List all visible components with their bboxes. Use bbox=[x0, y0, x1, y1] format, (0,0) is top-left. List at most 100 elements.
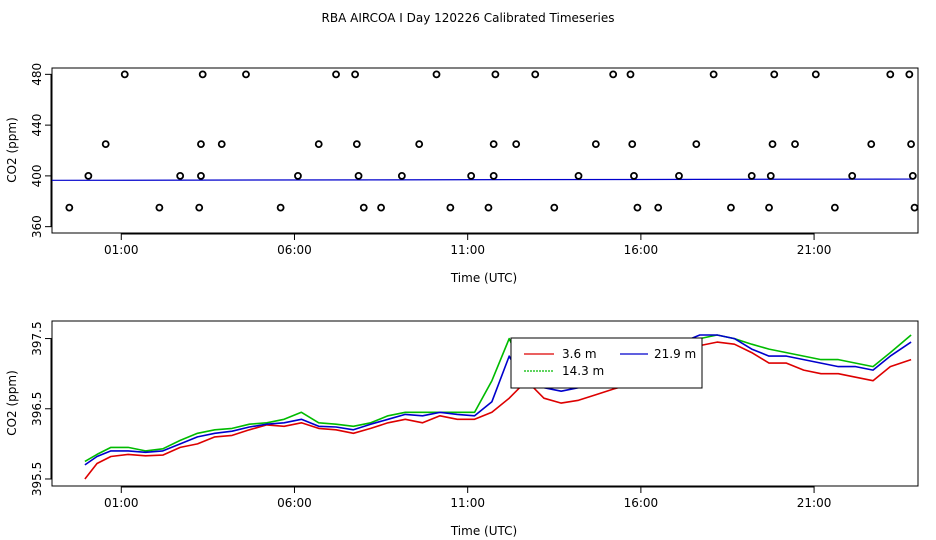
calibration-point bbox=[84, 171, 93, 180]
calibration-point bbox=[397, 171, 406, 180]
calibration-point bbox=[155, 203, 164, 212]
calibration-point bbox=[512, 140, 521, 149]
calibration-points-layer bbox=[65, 70, 919, 212]
calibration-point bbox=[867, 140, 876, 149]
timeseries-x-tick-label: 01:00 bbox=[104, 496, 139, 510]
calibration-point bbox=[197, 171, 205, 180]
calibration-point bbox=[120, 70, 129, 79]
calibration-point bbox=[609, 70, 618, 79]
calibration-point bbox=[692, 140, 701, 149]
calibration-point bbox=[531, 70, 540, 79]
calibration-point bbox=[314, 140, 323, 149]
calibration-point bbox=[811, 70, 820, 79]
calibration-point bbox=[101, 140, 110, 149]
calibration-point bbox=[352, 140, 361, 149]
calibration-point bbox=[633, 203, 642, 212]
figure-title: RBA AIRCOA I Day 120226 Calibrated Times… bbox=[322, 11, 615, 25]
calibration-point bbox=[905, 70, 914, 79]
timeseries-y-axis: 395.5 396.5 397.5 bbox=[30, 321, 52, 496]
calibration-point bbox=[65, 203, 74, 212]
timeseries-x-axis: 01:00 06:00 11:00 16:00 21:00 bbox=[104, 486, 831, 510]
calibration-point bbox=[276, 203, 285, 212]
calibration-point bbox=[242, 70, 250, 79]
calibration-point bbox=[591, 140, 600, 149]
calibration-point bbox=[768, 140, 777, 149]
timeseries-x-tick-label: 06:00 bbox=[277, 496, 312, 510]
calibration-point bbox=[574, 171, 583, 180]
series-line-21-9-m bbox=[84, 334, 912, 466]
calibration-point bbox=[197, 140, 205, 149]
calibration-point bbox=[491, 70, 500, 79]
calibration-point bbox=[332, 70, 340, 79]
timeseries-y-tick-label: 395.5 bbox=[30, 462, 44, 496]
calibration-point bbox=[908, 171, 917, 180]
calibration-point bbox=[446, 203, 455, 212]
calibration-x-axis-label: Time (UTC) bbox=[450, 271, 517, 285]
calibration-y-axis-label: CO2 (ppm) bbox=[5, 117, 19, 183]
calibration-point bbox=[176, 171, 185, 180]
calibration-point bbox=[727, 203, 735, 212]
timeseries-plot-frame bbox=[51, 320, 919, 487]
calibration-point bbox=[848, 171, 857, 180]
calibration-x-tick-label: 16:00 bbox=[624, 243, 659, 257]
calibration-point bbox=[217, 140, 226, 149]
timeseries-x-tick-label: 16:00 bbox=[624, 496, 659, 510]
legend-entry-3-6m: 3.6 m bbox=[524, 347, 597, 361]
legend-label-14-3m: 14.3 m bbox=[562, 364, 604, 378]
calibration-point bbox=[432, 70, 441, 79]
calibration-x-tick-label: 11:00 bbox=[450, 243, 485, 257]
calibration-point bbox=[628, 140, 637, 149]
calibration-x-tick-label: 21:00 bbox=[797, 243, 832, 257]
timeseries-x-tick-label: 21:00 bbox=[797, 496, 832, 510]
calibration-y-tick-label: 400 bbox=[30, 164, 44, 187]
legend-entry-21-9m: 21.9 m bbox=[620, 347, 696, 361]
calibration-y-tick-label: 440 bbox=[30, 114, 44, 137]
calibration-point bbox=[626, 70, 635, 79]
calibration-point bbox=[791, 140, 799, 149]
calibration-x-tick-label: 01:00 bbox=[104, 243, 139, 257]
calibration-point bbox=[675, 171, 683, 180]
calibration-point bbox=[770, 70, 779, 79]
calibration-point bbox=[351, 70, 360, 79]
calibration-point bbox=[630, 171, 638, 180]
timeseries-lines-layer bbox=[84, 334, 912, 480]
calibration-y-axis: 360 400 440 480 bbox=[30, 63, 52, 238]
calibration-point bbox=[354, 171, 363, 180]
calibration-panel: 01:00 06:00 11:00 16:00 21:00 360 400 440 480 T… bbox=[5, 63, 919, 285]
calibration-point bbox=[415, 140, 424, 149]
calibration-point bbox=[195, 203, 204, 212]
calibration-point bbox=[766, 171, 775, 180]
calibration-y-tick-label: 360 bbox=[30, 215, 44, 238]
timeseries-x-axis-label: Time (UTC) bbox=[450, 524, 517, 538]
calibration-point bbox=[198, 70, 207, 79]
calibration-point bbox=[489, 140, 498, 149]
calibration-point bbox=[489, 171, 498, 180]
calibration-point bbox=[359, 203, 368, 212]
legend-label-3-6m: 3.6 m bbox=[562, 347, 597, 361]
calibration-point bbox=[886, 70, 895, 79]
calibration-point bbox=[910, 203, 919, 212]
calibration-point bbox=[709, 70, 718, 79]
legend-box bbox=[510, 337, 703, 389]
calibration-point bbox=[484, 203, 493, 212]
series-line-14-3-m bbox=[84, 334, 912, 463]
timeseries-y-tick-label: 397.5 bbox=[30, 321, 44, 355]
timeseries-panel: 01:00 06:00 11:00 16:00 21:00 395.5 396.5 397.… bbox=[5, 320, 919, 538]
timeseries-y-tick-label: 396.5 bbox=[30, 392, 44, 426]
calibration-point bbox=[467, 171, 476, 180]
legend-label-21-9m: 21.9 m bbox=[654, 347, 696, 361]
calibration-point bbox=[294, 171, 302, 180]
legend-entry-14-3m: 14.3 m bbox=[524, 364, 604, 378]
calibration-x-tick-label: 06:00 bbox=[277, 243, 312, 257]
calibration-x-axis: 01:00 06:00 11:00 16:00 21:00 bbox=[104, 233, 831, 257]
timeseries-x-tick-label: 11:00 bbox=[450, 496, 485, 510]
calibration-plot-frame bbox=[51, 67, 919, 234]
series-line-3-6-m bbox=[84, 341, 912, 480]
timeseries-y-axis-label: CO2 (ppm) bbox=[5, 370, 19, 436]
calibration-point bbox=[654, 203, 663, 212]
calibration-y-tick-label: 480 bbox=[30, 63, 44, 86]
calibration-point bbox=[907, 140, 915, 149]
calibration-point bbox=[550, 203, 559, 212]
calibration-point bbox=[377, 203, 385, 212]
